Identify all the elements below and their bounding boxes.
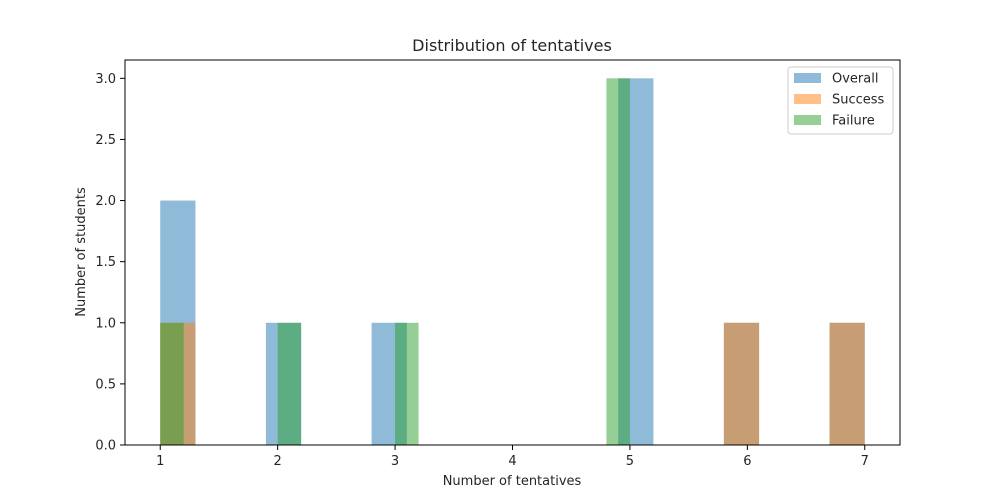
legend-swatch-failure bbox=[794, 115, 821, 125]
x-tick-label-2: 3 bbox=[391, 454, 399, 469]
legend-swatch-success bbox=[794, 94, 821, 104]
bar-success-2 bbox=[829, 322, 865, 445]
x-tick-label-3: 4 bbox=[508, 454, 516, 469]
y-tick-label-3: 1.5 bbox=[95, 255, 116, 270]
legend-swatch-overall bbox=[794, 73, 821, 83]
legend-label-overall: Overall bbox=[832, 72, 878, 87]
x-tick-label-5: 6 bbox=[743, 454, 751, 469]
bar-success-1 bbox=[723, 322, 760, 445]
x-tick-label-6: 7 bbox=[861, 454, 869, 469]
bar-failure-0 bbox=[160, 322, 184, 445]
legend-label-success: Success bbox=[832, 93, 885, 108]
y-tick-label-0: 0.0 bbox=[95, 439, 116, 454]
y-tick-label-4: 2.0 bbox=[95, 194, 116, 209]
y-tick-label-6: 3.0 bbox=[95, 72, 116, 87]
y-tick-label-5: 2.5 bbox=[95, 133, 116, 148]
y-axis-label: Number of students bbox=[74, 187, 89, 317]
chart-title: Distribution of tentatives bbox=[412, 36, 612, 55]
y-tick-label-2: 1.0 bbox=[95, 316, 116, 331]
y-tick-label-1: 0.5 bbox=[95, 377, 116, 392]
legend-label-failure: Failure bbox=[832, 114, 875, 129]
x-axis: 1 2 3 4 5 6 7 bbox=[156, 445, 869, 469]
bar-failure-2 bbox=[395, 322, 419, 445]
bars-layer bbox=[160, 78, 865, 445]
x-axis-label: Number of tentatives bbox=[443, 474, 582, 489]
x-tick-label-0: 1 bbox=[156, 454, 164, 469]
plot-frame bbox=[124, 59, 901, 446]
bar-failure-1 bbox=[277, 322, 302, 445]
x-tick-label-4: 5 bbox=[626, 454, 634, 469]
y-axis: 0.0 0.5 1.0 1.5 2.0 2.5 3.0 bbox=[95, 72, 125, 454]
bar-failure-3 bbox=[606, 78, 630, 445]
legend: Overall Success Failure bbox=[787, 66, 894, 135]
x-tick-label-1: 2 bbox=[274, 454, 282, 469]
